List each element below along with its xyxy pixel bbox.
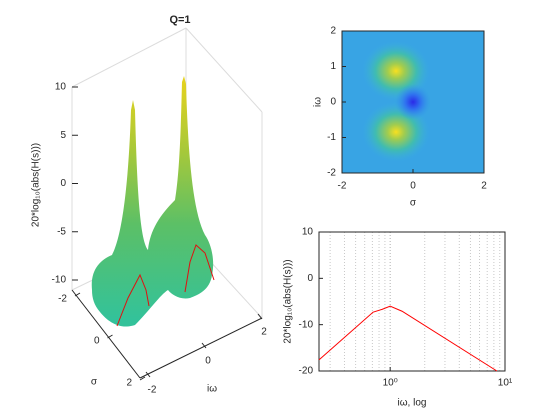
- y-tick-label: 0: [307, 273, 313, 284]
- x-axis-label: σ: [410, 198, 417, 209]
- y-tick-label: 0: [330, 97, 336, 108]
- heatmap-image: [342, 31, 484, 173]
- y-tick-label: 2: [261, 327, 267, 338]
- y-axis-label: 20*log₁₀(abs(H(s))): [283, 259, 294, 343]
- y-tick-label: -2: [148, 385, 157, 396]
- y-tick-label: -20: [299, 366, 314, 377]
- y-tick: [145, 371, 151, 378]
- x-tick-label: 0: [94, 336, 100, 347]
- x-axis-label: σ: [91, 377, 98, 388]
- y-tick-label: -1: [327, 132, 336, 143]
- x-tick-label: -2: [338, 181, 347, 192]
- axes-box: [318, 231, 506, 372]
- x-tick-label: 2: [481, 181, 487, 192]
- surface: [91, 76, 214, 327]
- z-tick-label: 0: [60, 178, 66, 189]
- z-tick-label: 5: [60, 130, 66, 141]
- chart-title: Q=1: [169, 14, 190, 26]
- y-tick-label: 10: [302, 227, 314, 238]
- surface-trace: [184, 244, 215, 293]
- x-tick-label: -2: [58, 294, 67, 305]
- z-tick-label: -5: [57, 226, 66, 237]
- x-tick-label: 10⁰: [383, 378, 398, 389]
- box-3d: [71, 27, 263, 379]
- y-tick: [257, 313, 263, 320]
- x-tick: [74, 292, 81, 297]
- line: [318, 305, 498, 372]
- x-tick: [139, 376, 146, 381]
- y-tick-label: 2: [330, 26, 336, 37]
- surface-trace: [116, 273, 150, 327]
- y-axis-label: iω: [313, 97, 324, 107]
- x-axis-label: iω, log: [398, 398, 427, 409]
- y-tick-label: 1: [330, 61, 336, 72]
- x-tick-label: 10¹: [498, 378, 513, 389]
- y-tick: [201, 342, 207, 349]
- y-axis-label: iω: [207, 384, 217, 395]
- z-tick-label: 10: [55, 82, 67, 93]
- z-tick-label: -10: [52, 275, 67, 286]
- z-axis-label: 20*log₁₀(abs(H(s))): [31, 143, 42, 227]
- y-tick-label: -2: [327, 168, 336, 179]
- x-tick-label: 0: [410, 181, 416, 192]
- y-tick-label: -10: [299, 319, 314, 330]
- x-tick: [107, 334, 113, 339]
- y-tick-label: 0: [205, 356, 211, 367]
- x-tick-label: 2: [126, 378, 132, 389]
